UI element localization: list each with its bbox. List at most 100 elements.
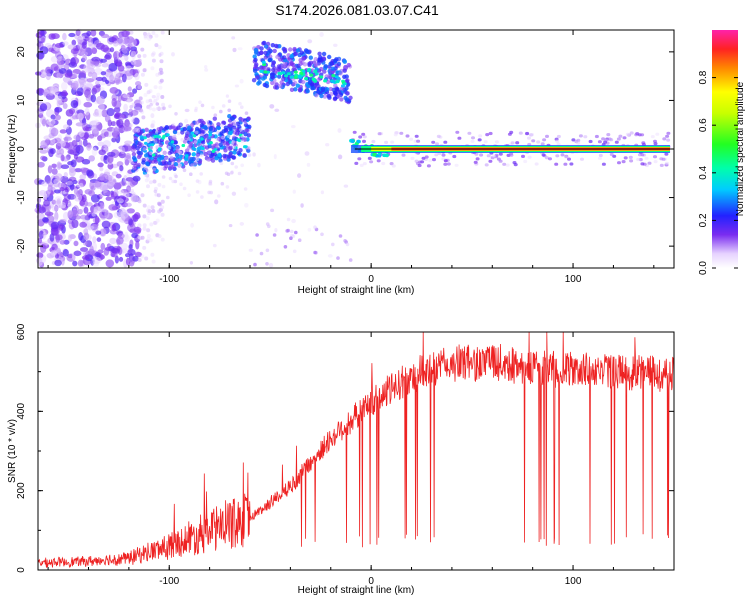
heat-cell [160,237,165,242]
heat-cell [333,83,338,88]
heat-cell [182,139,188,144]
heat-cell [133,163,138,168]
heat-cell [76,190,81,198]
spectrogram-heatmap [34,28,671,268]
heat-cell [410,156,415,160]
heat-cell [222,153,227,159]
heat-cell [317,51,322,56]
heat-cell [224,171,229,176]
heat-cell [175,145,180,150]
heat-cell [48,47,54,52]
heat-cell [72,179,78,185]
heat-cell [275,54,280,60]
heat-cell [150,124,154,129]
heat-cell [151,120,156,125]
heat-cell [77,259,84,267]
heat-cell [300,203,304,208]
heat-cell [148,180,153,185]
heat-cell [193,161,198,166]
heat-cell [149,222,154,227]
heat-cell [252,54,257,59]
heat-cell [629,131,634,135]
heat-cell [246,146,251,150]
heat-cell [128,244,133,250]
heat-cell [160,166,164,171]
heat-cell [146,228,151,233]
heat-cell [66,180,74,186]
heat-cell [232,145,236,149]
heat-cell [132,175,141,182]
heat-cell [614,140,619,144]
heat-cell [56,56,62,62]
heat-cell [99,228,107,237]
heat-cell [240,135,245,139]
heat-cell [159,156,164,161]
heat-cell [131,152,137,157]
heat-cell [330,66,335,71]
heat-cell [197,139,202,144]
y-tick-label: 10 [16,94,27,106]
heat-cell [195,179,200,183]
heat-cell [118,189,125,195]
heat-cell [146,169,150,173]
heat-cell [316,77,321,82]
heat-cell [50,114,56,120]
heat-cell [182,168,187,173]
heat-cell [162,134,166,138]
heat-cell [88,155,95,162]
heat-cell [292,249,297,254]
heat-cell [146,234,151,238]
heat-cell [597,156,602,160]
heat-cell [54,50,62,59]
heat-cell [120,114,125,121]
heat-cell [322,69,327,74]
heat-cell [132,88,138,94]
heat-cell [88,190,95,197]
heat-cell [200,195,204,199]
heat-cell [111,224,117,232]
heat-cell [262,40,267,46]
heat-cell [502,162,507,166]
heat-cell [244,202,249,208]
heat-cell [60,81,68,91]
heat-cell [530,133,534,137]
heat-cell [92,236,97,244]
heat-cell [108,62,118,72]
heat-cell [583,135,588,139]
heat-cell [95,230,102,235]
heat-cell [647,161,652,165]
heat-cell [320,232,324,237]
heat-cell [199,172,203,176]
heat-cell [243,187,248,191]
heat-cell [556,134,561,139]
heat-cell [98,149,106,156]
heat-cell [172,134,177,139]
heat-cell [350,139,355,144]
heat-cell [106,180,116,186]
heat-cell [548,157,552,161]
x-tick-label: -100 [159,274,179,285]
heat-cell [264,83,270,89]
heat-cell [124,61,132,67]
heat-cell [73,240,79,247]
heat-cell [580,157,584,161]
heat-cell [130,193,137,202]
heat-cell [221,136,225,140]
heat-cell [81,255,90,260]
heat-cell [576,141,581,145]
heat-cell [142,53,147,58]
heat-cell [259,69,264,73]
heat-cell [54,114,61,121]
heat-cell [153,98,158,103]
heat-cell [235,121,240,127]
heat-cell [391,164,396,168]
heat-cell [268,48,273,54]
heat-cell [79,221,88,228]
heat-cell [470,139,475,143]
heat-cell [100,71,107,76]
heat-cell [140,254,145,259]
heat-cell [117,93,122,103]
heat-cell [203,125,208,130]
heat-cell [436,134,441,138]
heat-cell [85,219,91,225]
